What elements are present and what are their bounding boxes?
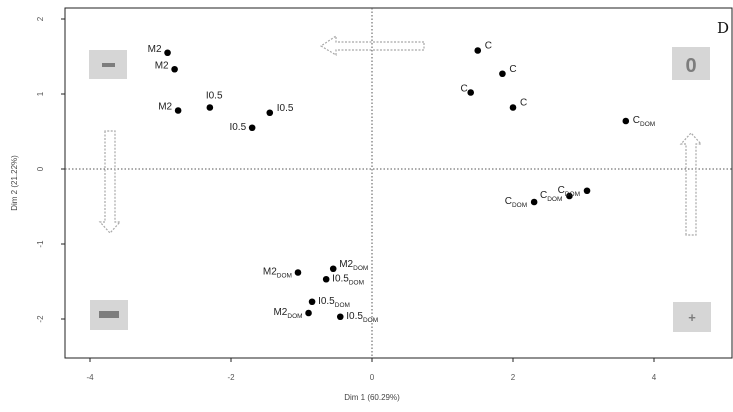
y-tick-label: -2 [36,315,45,323]
y-tick-label: -1 [36,240,45,248]
y-tick-label: 0 [36,166,45,171]
data-point [266,109,274,117]
up-arrow-icon [679,132,703,236]
svg-text:+: + [688,310,696,325]
point-label: I0.5 [206,91,223,102]
quadrant-minus-box [89,50,127,79]
data-point [509,104,517,111]
x-tick-label: 4 [652,373,657,382]
data-point [206,104,214,111]
point-label: C [509,64,516,75]
point-label: M2DOM [263,267,292,280]
y-tick-label: 2 [36,16,45,21]
data-point [467,89,475,96]
data-point [474,47,482,54]
data-points: M2M2M2I0.5I0.5I0.5CCCCCDOMCDOMCDOMCDOMM2… [148,41,656,324]
data-point [583,187,591,195]
x-tick-label: 0 [370,373,375,382]
point-label: C [460,84,467,95]
point-label: M2 [155,60,169,71]
y-axis-title: Dim 2 (21.22%) [10,155,19,211]
point-label: C [485,41,492,52]
data-point [248,124,256,132]
plot-frame [64,7,733,359]
quadrant-zero-box: 0 [672,47,710,80]
data-point [305,309,312,317]
point-label: M2 [158,102,172,113]
data-point [530,198,538,206]
data-point [499,70,506,78]
x-tick-label: 2 [511,373,516,382]
x-axis-title: Dim 1 (60.29%) [344,393,400,402]
point-label: C [520,98,527,109]
svg-text:0: 0 [685,55,696,77]
point-label: M2DOM [273,307,302,320]
point-label: M2DOM [339,259,368,272]
point-label: I0.5DOM [318,296,350,309]
point-label: I0.5 [229,122,246,133]
quadrant-double-minus-box [90,300,128,330]
data-point [566,192,573,200]
data-point [622,117,630,125]
data-point [308,298,316,306]
y-tick-label: 1 [36,91,45,96]
point-label: I0.5 [277,103,294,114]
down-arrow-icon [98,130,122,234]
data-point [322,275,330,283]
data-point [329,265,337,273]
data-point [174,107,182,114]
data-point [294,269,302,276]
x-tick-label: -2 [227,373,235,382]
quadrant-plus-box: + [673,302,711,332]
x-tick-label: -4 [86,373,94,382]
point-label: I0.5DOM [346,311,378,324]
point-label: I0.5DOM [332,273,364,286]
data-point [164,49,171,57]
data-point [171,65,178,73]
left-arrow-icon [319,34,425,57]
panel-label: D [717,19,729,37]
point-label: CDOM [633,115,655,128]
data-point [336,313,344,321]
axis-ticks: -4 -2 0 2 4 2 1 0 -1 -2 [36,16,657,382]
point-label: M2 [148,44,162,55]
point-label: CDOM [505,196,527,209]
